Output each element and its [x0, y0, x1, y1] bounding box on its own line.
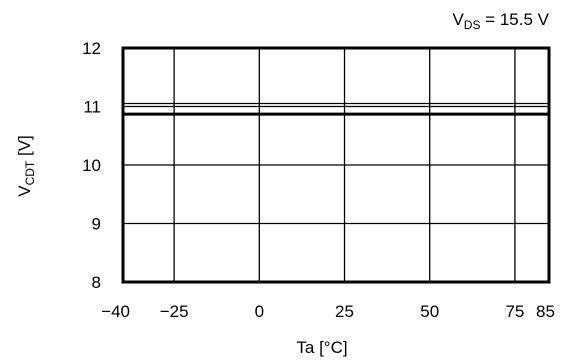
y-tick-label: 10	[82, 156, 101, 175]
plot-frame	[121, 46, 551, 284]
x-tick-label: 0	[255, 302, 264, 321]
x-tick-label: −40	[101, 302, 130, 321]
x-tick-label: 85	[536, 302, 555, 321]
x-tick-label: 25	[335, 302, 354, 321]
x-tick-label: 50	[420, 302, 439, 321]
y-tick-label: 12	[82, 39, 101, 58]
grid	[123, 48, 549, 282]
x-tick-label: 75	[505, 302, 524, 321]
x-tick-labels: −40 −25 0 25 50 75 85	[101, 302, 555, 321]
y-tick-label: 9	[92, 215, 101, 234]
x-axis-label: Ta [°C]	[296, 338, 347, 357]
y-tick-labels: 8 9 10 11 12	[82, 39, 101, 292]
condition-annotation: VDS = 15.5 V	[452, 10, 549, 32]
x-tick-label: −25	[160, 302, 189, 321]
y-tick-label: 11	[83, 98, 101, 117]
y-axis-label: VCDT [V]	[15, 135, 37, 197]
y-tick-label: 8	[92, 273, 101, 292]
